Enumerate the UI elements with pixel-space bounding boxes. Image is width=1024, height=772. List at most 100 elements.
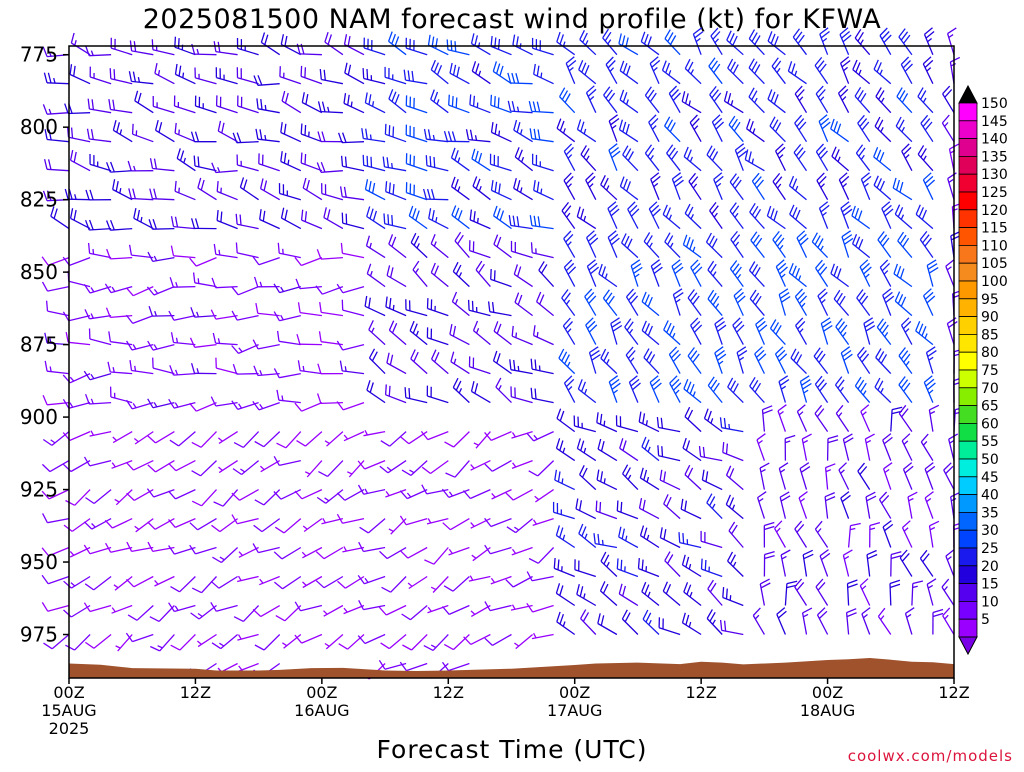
wind-barb <box>920 231 933 257</box>
wind-barb <box>496 378 512 403</box>
wind-barb <box>581 145 596 170</box>
wind-barb <box>533 519 554 526</box>
y-tick-label: 925 <box>20 478 58 502</box>
wind-barb <box>730 203 743 229</box>
wind-barb <box>148 252 174 261</box>
colorbar-label: 105 <box>981 256 1008 272</box>
wind-barb <box>731 231 744 257</box>
wind-barb <box>129 71 153 84</box>
wind-barb <box>927 260 938 287</box>
wind-barb <box>406 95 427 112</box>
wind-barb <box>280 183 301 200</box>
wind-barb <box>175 96 196 113</box>
wind-barb <box>43 513 69 522</box>
wind-barb <box>902 144 912 171</box>
wind-barb <box>370 349 386 374</box>
wind-barb <box>494 235 512 258</box>
wind-barb <box>564 173 575 200</box>
wind-barb <box>472 33 491 54</box>
wind-barb <box>841 492 851 519</box>
wind-barb <box>554 558 574 577</box>
wind-barb <box>492 180 512 200</box>
wind-barb <box>727 466 744 490</box>
wind-barb <box>617 415 638 431</box>
wind-barb <box>508 73 533 84</box>
colorbar-swatch <box>959 406 977 424</box>
wind-barb <box>236 243 258 258</box>
wind-barb <box>930 521 939 547</box>
colorbar-label: 10 <box>981 594 999 610</box>
wind-barb <box>841 202 852 229</box>
wind-barb <box>773 231 786 257</box>
wind-barb <box>532 242 554 257</box>
colorbar-swatch <box>959 619 977 637</box>
wind-barb <box>663 582 680 606</box>
colorbar-swatch <box>959 388 977 406</box>
wind-barb <box>590 347 601 374</box>
x-tick-label: 16AUG <box>294 701 349 720</box>
wind-barb <box>927 579 936 606</box>
wind-barb <box>587 260 598 287</box>
wind-barb <box>409 206 427 229</box>
wind-barb <box>864 318 875 345</box>
wind-barb <box>875 378 891 403</box>
wind-barb <box>431 60 448 84</box>
wind-barb <box>506 490 533 501</box>
wind-barb <box>470 94 491 112</box>
wind-barb <box>770 117 785 142</box>
wind-barb <box>728 378 744 403</box>
wind-barb <box>317 490 343 504</box>
wind-barb <box>234 432 259 448</box>
wind-barb <box>363 68 385 84</box>
wind-barb <box>925 492 933 519</box>
wind-barb <box>450 63 469 84</box>
wind-barb <box>192 363 217 373</box>
wind-barb <box>212 163 238 173</box>
wind-barb <box>530 215 553 228</box>
wind-barb <box>745 150 764 171</box>
wind-barb <box>916 205 933 229</box>
colorbar-label: 80 <box>981 345 999 361</box>
wind-barb <box>651 260 662 287</box>
wind-barb <box>340 361 364 374</box>
wind-barb <box>858 463 870 490</box>
wind-barb <box>899 29 912 55</box>
wind-barb <box>650 376 661 403</box>
wind-barbs <box>42 28 965 679</box>
wind-barb <box>818 289 828 316</box>
wind-barb <box>626 347 638 374</box>
wind-barb <box>126 287 153 296</box>
wind-barb <box>474 321 491 345</box>
wind-barb <box>691 318 702 345</box>
wind-barb <box>171 635 196 651</box>
wind-barb <box>70 64 90 84</box>
wind-barb <box>794 144 806 170</box>
wind-barb <box>585 289 596 316</box>
wind-barb <box>216 67 237 84</box>
wind-barb <box>821 318 832 345</box>
wind-barb <box>715 347 726 374</box>
wind-barb <box>86 490 112 504</box>
wind-barb <box>452 206 470 229</box>
wind-barb <box>781 550 790 577</box>
wind-barb <box>90 431 112 436</box>
colorbar-label: 90 <box>981 310 999 326</box>
wind-barb <box>891 407 902 431</box>
wind-barb <box>812 233 827 258</box>
wind-barb <box>424 548 448 565</box>
wind-barb <box>796 318 807 345</box>
wind-barb <box>723 442 744 461</box>
wind-barb <box>601 175 617 199</box>
wind-barb <box>514 635 532 649</box>
colorbar-label: 85 <box>981 327 999 343</box>
wind-barb <box>683 613 702 635</box>
wind-barb <box>870 523 880 548</box>
wind-barb <box>831 264 849 287</box>
wind-barb <box>153 358 175 374</box>
wind-barb <box>84 371 111 380</box>
wind-barb <box>85 577 111 590</box>
wind-barb <box>427 386 448 403</box>
wind-barb <box>109 331 132 344</box>
wind-barb <box>779 289 790 316</box>
